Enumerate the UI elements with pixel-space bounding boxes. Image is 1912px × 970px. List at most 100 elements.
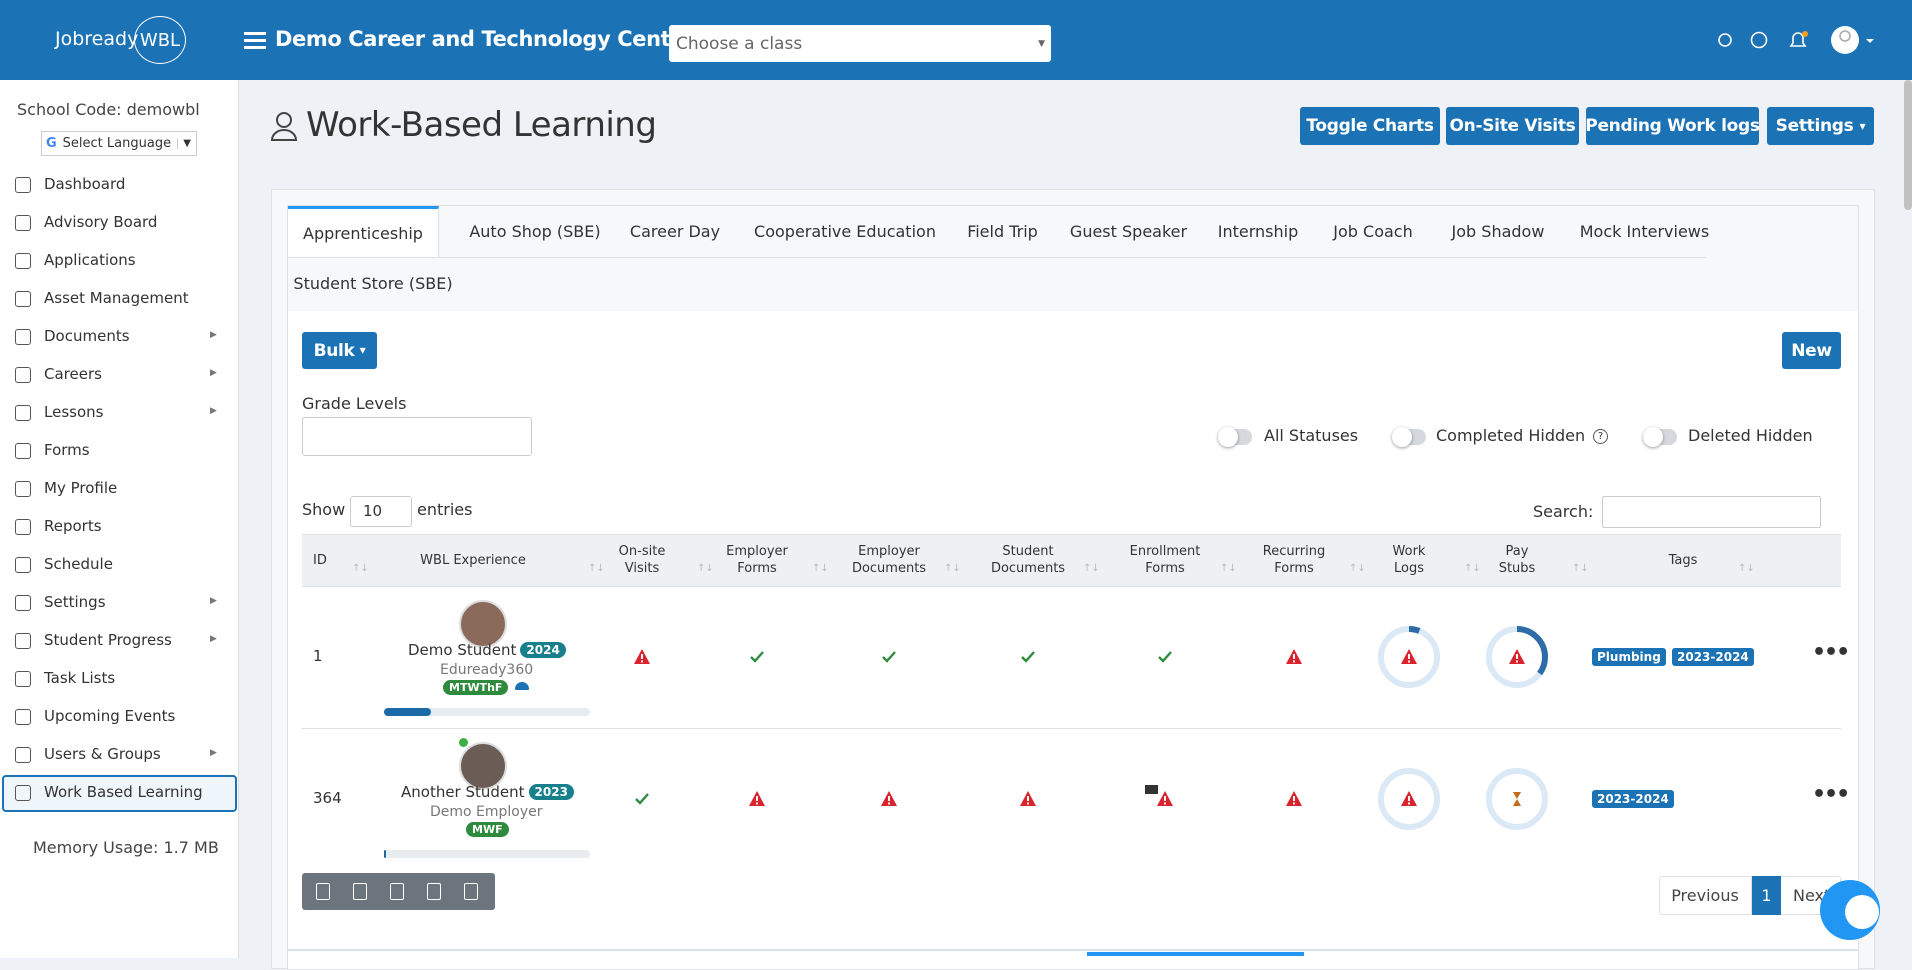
tab[interactable]: Field Trip <box>967 222 1038 241</box>
nav-item[interactable]: Documents <box>44 327 130 345</box>
export-button[interactable] <box>316 883 330 900</box>
nav-item[interactable]: Forms <box>44 441 90 459</box>
nav-item[interactable]: My Profile <box>44 479 118 497</box>
page-button[interactable]: Toggle Charts <box>1300 107 1440 145</box>
brand[interactable]: Jobready <box>55 28 139 50</box>
menu-icon[interactable] <box>244 31 266 51</box>
column-header[interactable]: WBL Experience <box>420 552 526 568</box>
student-photo[interactable] <box>459 600 507 648</box>
nav-item[interactable]: Applications <box>44 251 136 269</box>
year-badge: 2024 <box>520 642 566 658</box>
tab[interactable]: Student Store (SBE) <box>293 274 453 293</box>
bell-icon[interactable] <box>1789 32 1807 47</box>
column-header[interactable]: Tags <box>1668 552 1698 568</box>
nav-item[interactable]: Careers <box>44 365 102 383</box>
tab[interactable]: Cooperative Education <box>754 222 936 241</box>
nav-caret: ▶ <box>210 406 217 416</box>
column-header[interactable]: Employer Documents <box>851 544 927 576</box>
sort-icon[interactable]: ↑↓ <box>1572 563 1589 574</box>
nav-item[interactable]: Users & Groups <box>44 745 161 763</box>
help-icon[interactable]: ? <box>1593 429 1608 444</box>
nav-item[interactable]: Student Progress <box>44 631 172 649</box>
brand-badge[interactable]: WBL <box>134 16 186 64</box>
sort-icon[interactable]: ↑↓ <box>588 563 605 574</box>
nav-item[interactable]: Schedule <box>44 555 113 573</box>
tag[interactable]: 2023-2024 <box>1592 790 1674 808</box>
toggle-label[interactable]: Deleted Hidden <box>1688 426 1813 445</box>
entries-select[interactable]: 10 <box>350 496 412 527</box>
help-icon[interactable] <box>1750 31 1768 49</box>
avatar-caret[interactable] <box>1866 39 1874 43</box>
page-current[interactable]: 1 <box>1752 876 1781 915</box>
nav-icon <box>15 595 31 611</box>
export-button[interactable] <box>464 883 478 900</box>
tab[interactable]: Career Day <box>629 222 721 241</box>
idea-icon[interactable] <box>1718 33 1732 47</box>
sort-icon[interactable]: ↑↓ <box>1738 563 1755 574</box>
sort-icon[interactable]: ↑↓ <box>1083 563 1100 574</box>
check-icon <box>750 651 764 663</box>
nav-icon <box>15 481 31 497</box>
sort-icon[interactable]: ↑↓ <box>812 563 829 574</box>
export-button[interactable] <box>390 883 404 900</box>
row-actions[interactable]: ••• <box>1812 640 1850 665</box>
tab[interactable]: Internship <box>1217 222 1299 241</box>
tab[interactable]: Job Shadow <box>1451 222 1545 241</box>
ring-track <box>1378 768 1440 830</box>
page-button[interactable]: Pending Work logs <box>1585 107 1760 145</box>
toggle-label[interactable]: All Statuses <box>1264 426 1359 445</box>
tab[interactable]: Mock Interviews <box>1579 222 1710 241</box>
sort-icon[interactable]: ↑↓ <box>1349 563 1366 574</box>
tab[interactable]: Guest Speaker <box>1069 222 1188 241</box>
nav-item[interactable]: Dashboard <box>44 175 126 193</box>
row-actions[interactable]: ••• <box>1812 782 1850 807</box>
student-name[interactable]: Demo Student <box>408 641 517 659</box>
class-select[interactable]: Choose a class ▼ <box>669 25 1051 62</box>
nav-item[interactable]: Lessons <box>44 403 104 421</box>
toggle-label[interactable]: Completed Hidden <box>1436 426 1586 445</box>
column-header[interactable]: Recurring Forms <box>1262 544 1326 576</box>
nav-item[interactable]: Task Lists <box>44 669 116 687</box>
column-header[interactable]: ID <box>313 552 327 568</box>
sort-icon[interactable]: ↑↓ <box>944 563 961 574</box>
avatar[interactable] <box>1831 26 1859 54</box>
nav-item[interactable]: Advisory Board <box>44 213 158 231</box>
row-id: 1 <box>313 647 323 665</box>
search-input[interactable] <box>1602 496 1821 528</box>
export-button[interactable] <box>353 883 367 900</box>
bulk-button[interactable]: Bulk ▼ <box>302 332 377 369</box>
new-button[interactable]: New <box>1782 332 1841 369</box>
nav-item[interactable]: Settings <box>44 593 106 611</box>
student-photo[interactable] <box>459 742 507 790</box>
student-name[interactable]: Another Student <box>401 783 525 801</box>
language-select[interactable]: G Select Language ▼ <box>41 131 197 156</box>
sort-icon[interactable]: ↑↓ <box>1464 563 1481 574</box>
column-header[interactable]: Pay Stubs <box>1498 544 1536 576</box>
exclaim-dot <box>1164 802 1166 805</box>
tab[interactable]: Apprenticeship <box>288 206 439 257</box>
page-previous[interactable]: Previous <box>1659 876 1752 915</box>
column-header[interactable]: Work Logs <box>1392 544 1426 576</box>
export-button[interactable] <box>427 883 441 900</box>
tab[interactable]: Auto Shop (SBE) <box>469 222 601 241</box>
tag[interactable]: Plumbing <box>1592 648 1666 666</box>
nav-item[interactable]: Reports <box>44 517 102 535</box>
sort-icon[interactable]: ↑↓ <box>697 563 714 574</box>
button-text: Settings <box>1775 116 1854 136</box>
column-header[interactable]: Enrollment Forms <box>1129 544 1201 576</box>
sort-icon[interactable]: ↑↓ <box>352 563 369 574</box>
pagination <box>1659 876 1841 915</box>
page-button[interactable]: Settings ▼ <box>1767 107 1874 145</box>
exclaim <box>1516 654 1518 659</box>
grade-levels-input[interactable] <box>302 417 532 456</box>
sort-icon[interactable]: ↑↓ <box>1220 563 1237 574</box>
tag[interactable]: 2023-2024 <box>1672 648 1754 666</box>
nav-item[interactable]: Asset Management <box>44 289 189 307</box>
page-button[interactable]: On-Site Visits <box>1446 107 1579 145</box>
column-header[interactable]: Employer Forms <box>726 544 788 576</box>
nav-item[interactable]: Upcoming Events <box>44 707 176 725</box>
tab[interactable]: Job Coach <box>1333 222 1413 241</box>
nav-item[interactable]: Work Based Learning <box>44 783 203 801</box>
column-header[interactable]: Student Documents <box>990 544 1066 576</box>
column-header[interactable]: On-site Visits <box>618 544 666 576</box>
